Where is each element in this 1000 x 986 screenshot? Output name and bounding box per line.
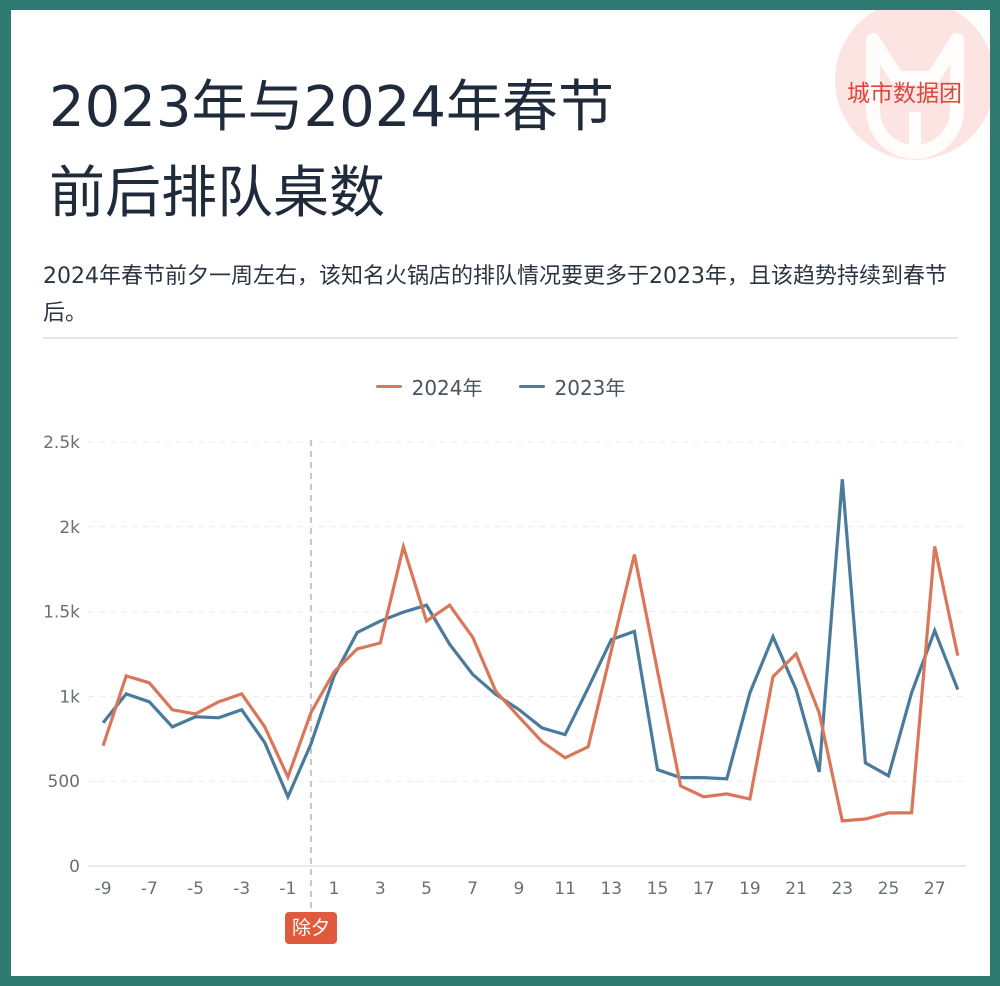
legend-item-2023[interactable]: 2023年: [518, 372, 626, 401]
x-tick-label: -1: [279, 879, 296, 899]
y-tick-label: 1.5k: [43, 603, 80, 623]
x-tick-label: 25: [878, 879, 900, 899]
x-tick-label: -5: [187, 879, 204, 899]
x-tick-label: 11: [554, 879, 576, 899]
y-tick-label: 500: [48, 772, 80, 792]
x-tick-label: 7: [467, 879, 478, 899]
legend-label-2023: 2023年: [554, 376, 626, 400]
chart-description: 2024年春节前夕一周左右，该知名火锅店的排队情况要更多于2023年，且该趋势持…: [43, 264, 947, 326]
y-tick-label: 2.5k: [43, 433, 80, 453]
legend-item-2024[interactable]: 2024年: [375, 372, 483, 401]
x-tick-label: 5: [421, 879, 432, 899]
legend-label-2024: 2024年: [411, 376, 483, 400]
x-tick-label: 27: [924, 879, 946, 899]
legend-swatch-2024: [375, 385, 402, 388]
watermark-logo: [835, 10, 990, 160]
cat-logo-icon: [866, 33, 964, 159]
divider: [43, 337, 958, 339]
x-tick-label: 19: [739, 879, 761, 899]
title-line-2: 前后排队桌数: [49, 161, 385, 226]
x-axis-labels: -9 -7 -5 -3 -1 1 3 5 7 9 11 13 15 17 19 21 23 25 27: [95, 879, 946, 899]
x-tick-label: 17: [693, 879, 715, 899]
legend-swatch-2023: [518, 385, 545, 388]
y-tick-label: 0: [69, 857, 80, 877]
y-axis-labels: 0 500 1k 1.5k 2k 2.5k: [43, 433, 80, 877]
y-tick-label: 2k: [59, 518, 80, 538]
y-tick-label: 1k: [59, 687, 80, 707]
x-tick-label: 3: [375, 879, 386, 899]
x-tick-label: 13: [600, 879, 622, 899]
title-line-1: 2023年与2024年春节: [49, 75, 615, 140]
page-title: 2023年与2024年春节 前后排队桌数: [49, 65, 614, 237]
series-line-2024[interactable]: [101, 540, 960, 823]
x-tick-label: 9: [513, 879, 524, 899]
chart-legend: 2024年 2023年: [11, 372, 990, 401]
chuxi-badge: 除夕: [285, 912, 337, 944]
brand-watermark: 城市数据团: [847, 81, 962, 107]
x-tick-label: 1: [329, 879, 340, 899]
series-line-2023[interactable]: [101, 479, 960, 801]
x-tick-label: 21: [785, 879, 807, 899]
chart-card: 城市数据团 2023年与2024年春节 前后排队桌数 2024年春节前夕一周左右…: [11, 10, 990, 976]
x-tick-label: 15: [647, 879, 669, 899]
x-tick-label: -3: [233, 879, 250, 899]
x-tick-label: -7: [141, 879, 158, 899]
x-tick-label: -9: [95, 879, 112, 899]
gridlines: [88, 441, 966, 782]
x-tick-label: 23: [831, 879, 853, 899]
